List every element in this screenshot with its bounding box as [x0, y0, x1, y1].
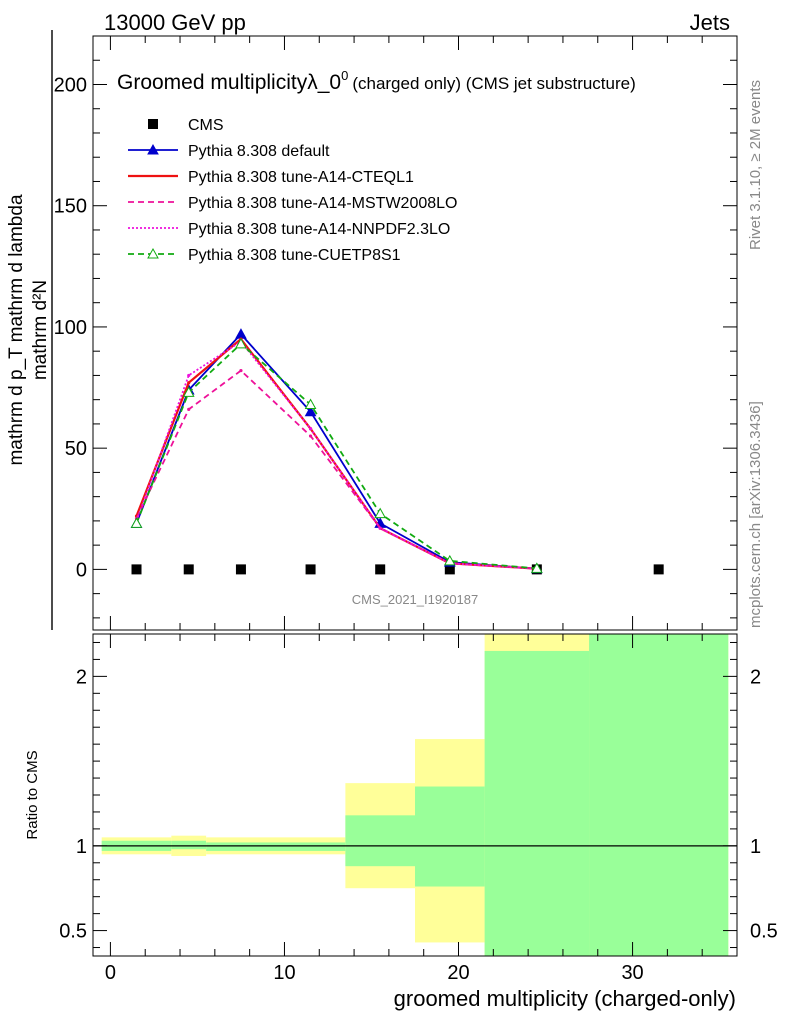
legend-item: Pythia 8.308 tune-A14-CTEQL1 — [128, 169, 414, 186]
ratio-y-tick-label: 1 — [76, 836, 87, 858]
x-tick-label: 20 — [447, 962, 469, 984]
cms-data-point — [183, 564, 194, 575]
ratio-panel: 0.5 0.51 12 20 10 20 30 Ratio to CMS groomed m… — [24, 633, 778, 1011]
series-point — [187, 381, 191, 385]
series-point — [378, 526, 382, 530]
series-1 — [130, 328, 543, 574]
y-tick-label: 0 — [76, 559, 87, 581]
ratio-band-inner — [589, 634, 729, 956]
ratio-y-tick-label-right: 2 — [750, 666, 761, 688]
y-tick-label: 100 — [54, 317, 87, 339]
main-frame — [92, 35, 738, 631]
legend-label: Pythia 8.308 tune-CUETP8S1 — [188, 247, 401, 264]
legend-label: CMS — [188, 117, 224, 134]
ylabel-num: mathrm d²N — [30, 280, 51, 380]
open-triangle-marker — [443, 554, 456, 566]
legend-item: CMS — [148, 117, 224, 134]
open-triangle-marker — [235, 337, 247, 349]
analysis-watermark: CMS_2021_I1920187 — [352, 592, 479, 607]
legend-item: Pythia 8.308 default — [128, 143, 330, 160]
ratio-y-tick-label: 0.5 — [59, 921, 87, 943]
ratio-band-inner — [345, 815, 415, 867]
legend: CMS Pythia 8.308 default Pythia 8.308 tune… — [128, 117, 457, 264]
series-point — [187, 407, 191, 411]
legend-marker — [147, 247, 159, 259]
main-ylabel: mathrm d²N mathrm d p_T mathrm d lambda — [6, 30, 53, 630]
triangle-marker — [235, 328, 247, 339]
cms-data-point — [653, 564, 664, 575]
ratio-y-tick-label: 2 — [76, 666, 87, 688]
ratio-band-inner — [415, 786, 485, 887]
series-point — [239, 368, 243, 373]
mcplots-info: mcplots.cern.ch [arXiv:1306.3436] — [747, 401, 764, 628]
main-panel: 0 50 100 150 200 Groomed multiplicityλ_00 (ch… — [54, 35, 738, 631]
legend-label: Pythia 8.308 tune-A14-NNPDF2.3LO — [188, 221, 450, 238]
cms-data-point — [444, 564, 455, 575]
header-energy: 13000 GeV pp — [104, 10, 246, 35]
x-tick-label: 30 — [621, 962, 643, 984]
ratio-band-inner — [484, 650, 590, 956]
x-axis-label: groomed multiplicity (charged-only) — [394, 986, 736, 1011]
cms-data-point — [305, 564, 316, 575]
legend-marker — [147, 143, 159, 155]
series-point — [308, 434, 313, 438]
cms-data-point — [131, 564, 142, 575]
legend-label: Pythia 8.308 tune-A14-CTEQL1 — [188, 169, 414, 186]
series-line — [135, 369, 537, 570]
y-tick-label: 50 — [65, 438, 87, 460]
legend-item: Pythia 8.308 tune-CUETP8S1 — [128, 247, 401, 264]
cms-data-point — [235, 564, 246, 575]
ratio-ylabel: Ratio to CMS — [24, 750, 41, 839]
ratio-y-tick-label-right: 0.5 — [750, 921, 778, 943]
open-triangle-marker — [530, 562, 543, 573]
ratio-y-tick-label-right: 1 — [750, 836, 761, 858]
ylabel-den: mathrm d p_T mathrm d lambda — [6, 194, 27, 465]
main-title: Groomed multiplicityλ_00 (charged only) (… — [117, 68, 636, 94]
open-triangle-marker — [304, 398, 317, 410]
y-tick-label: 200 — [54, 74, 87, 96]
series-5 — [130, 337, 543, 573]
ratio-band-inner — [206, 842, 346, 851]
legend-marker — [148, 119, 158, 129]
cms-data-point — [375, 564, 386, 575]
header-process: Jets — [690, 10, 730, 35]
triangle-marker — [304, 405, 317, 417]
series-0 — [131, 564, 664, 575]
open-triangle-marker — [182, 386, 195, 397]
legend-item: Pythia 8.308 tune-A14-MSTW2008LO — [128, 195, 457, 212]
series-point — [308, 427, 313, 431]
legend-label: Pythia 8.308 tune-A14-MSTW2008LO — [188, 195, 457, 212]
x-tick-label: 0 — [105, 962, 116, 984]
legend-item: Pythia 8.308 tune-A14-NNPDF2.3LO — [128, 221, 450, 238]
rivet-info: Rivet 3.1.10, ≥ 2M events — [747, 80, 764, 250]
y-tick-label: 150 — [54, 196, 87, 218]
series-3 — [134, 368, 539, 571]
open-triangle-marker — [130, 517, 143, 528]
legend-label: Pythia 8.308 default — [188, 143, 330, 160]
open-triangle-marker — [374, 507, 387, 519]
x-tick-label: 10 — [273, 962, 295, 984]
series-point — [187, 373, 191, 378]
ratio-band-inner — [171, 840, 207, 850]
